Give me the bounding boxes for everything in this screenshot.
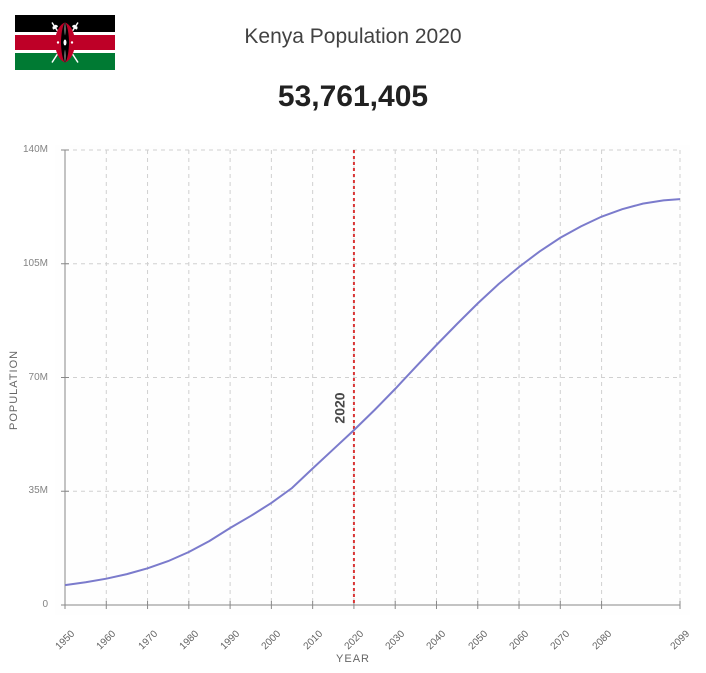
chart-title: Kenya Population 2020 — [0, 25, 706, 49]
x-tick-label: 1990 — [219, 629, 243, 653]
x-axis-title: YEAR — [0, 653, 706, 665]
x-tick-label: 1970 — [136, 629, 160, 653]
x-tick-label: 1950 — [54, 629, 78, 653]
x-tick-label: 2010 — [301, 629, 325, 653]
plot-area — [55, 145, 690, 615]
chart-container: Kenya Population 2020 53,761,405 POPULAT… — [0, 0, 706, 673]
x-tick-label: 1980 — [177, 629, 201, 653]
y-tick-label: 105M — [20, 258, 48, 269]
x-tick-label: 2000 — [260, 629, 284, 653]
y-tick-label: 35M — [20, 485, 48, 496]
y-tick-label: 140M — [20, 144, 48, 155]
x-tick-label: 2030 — [384, 629, 408, 653]
x-tick-label: 2020 — [343, 629, 367, 653]
x-tick-label: 2099 — [669, 629, 693, 653]
x-tick-label: 2080 — [590, 629, 614, 653]
marker-year-label: 2020 — [332, 392, 348, 423]
y-tick-label: 0 — [20, 599, 48, 610]
y-tick-label: 70M — [20, 372, 48, 383]
x-tick-label: 1960 — [95, 629, 119, 653]
x-tick-label: 2050 — [466, 629, 490, 653]
chart-area: POPULATION YEAR 0 35M 70M 105M 140M 1950 1960… — [0, 135, 706, 670]
x-tick-label: 2040 — [425, 629, 449, 653]
y-axis-title: POPULATION — [8, 350, 20, 430]
x-tick-label: 2060 — [508, 629, 532, 653]
x-tick-label: 2070 — [549, 629, 573, 653]
population-value: 53,761,405 — [0, 80, 706, 114]
